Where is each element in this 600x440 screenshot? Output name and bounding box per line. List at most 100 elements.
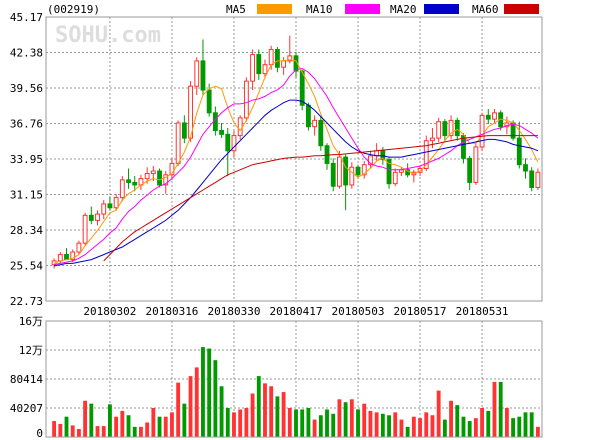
candle-body-up xyxy=(268,49,274,66)
candle xyxy=(243,77,249,122)
price-panel: 45.17 42.38 39.56 36.76 33.95 31.15 28.34 25.54… xyxy=(10,11,543,318)
stock-code-label: (002919) xyxy=(47,3,100,16)
price-tick-label: 22.73 xyxy=(10,295,43,308)
volume-bar xyxy=(318,415,323,437)
volume-bar xyxy=(294,409,298,437)
volume-bar xyxy=(244,408,249,437)
candle-body-up xyxy=(237,117,243,137)
volume-bar xyxy=(411,416,416,437)
candle xyxy=(336,150,342,189)
volume-bar xyxy=(58,423,63,437)
candle-body-up xyxy=(150,170,156,175)
volume-bar xyxy=(225,408,230,437)
candle-body-up xyxy=(70,251,76,261)
legend-label-ma60: MA60 xyxy=(472,3,499,16)
candle xyxy=(436,117,442,142)
candle xyxy=(113,193,119,211)
candle-body-down xyxy=(206,89,212,114)
candle-body-up xyxy=(243,80,249,119)
volume-bar xyxy=(418,418,422,437)
candle-body-down xyxy=(454,119,460,137)
volume-bar xyxy=(101,426,106,437)
candle-body-down xyxy=(126,179,131,183)
candle xyxy=(318,116,324,151)
volume-bar xyxy=(523,412,528,437)
candle-body-up xyxy=(163,174,169,186)
volume-bar xyxy=(120,410,125,437)
candle-body-down xyxy=(305,104,311,128)
candle-body-up xyxy=(281,60,287,68)
watermark-text: SOHU.com xyxy=(55,23,161,48)
volume-tick-label: 80414 xyxy=(10,373,43,386)
volume-bar xyxy=(312,419,317,437)
volume-bar xyxy=(405,426,410,437)
candle-body-up xyxy=(287,55,293,62)
candle xyxy=(361,160,367,179)
candle-body-up xyxy=(57,254,63,262)
candle xyxy=(479,112,485,151)
candle xyxy=(262,59,268,79)
volume-bar xyxy=(238,409,243,437)
volume-bar xyxy=(151,408,156,437)
volume-y-axis: 16万 12万 80414 40207 0 xyxy=(10,315,43,440)
volume-bar xyxy=(337,399,342,437)
volume-bar xyxy=(449,400,453,437)
candle xyxy=(392,168,398,187)
volume-bar xyxy=(492,381,497,437)
volume-bar xyxy=(52,421,57,437)
volume-bar xyxy=(287,408,292,437)
candle-body-down xyxy=(219,130,224,135)
ma-legend: MA5 MA10 MA20 MA60 xyxy=(226,3,539,16)
candle-body-up xyxy=(95,213,100,221)
candle-body-down xyxy=(107,203,113,209)
volume-bar xyxy=(380,413,385,437)
volume-bar xyxy=(163,416,168,437)
candle-body-up xyxy=(76,242,82,253)
legend-swatch-ma5 xyxy=(257,4,292,14)
volume-bar xyxy=(455,405,460,437)
candle-body-up xyxy=(392,171,398,185)
volume-bar xyxy=(300,409,305,437)
candle-body-down xyxy=(355,166,361,176)
candle-body-up xyxy=(368,155,373,166)
volume-bar xyxy=(176,382,181,437)
date-tick-label: 20180503 xyxy=(332,305,385,318)
legend-label-ma10: MA10 xyxy=(306,3,333,16)
candle xyxy=(95,210,100,226)
candle xyxy=(287,35,293,64)
candle xyxy=(256,49,262,80)
candle-body-up xyxy=(492,112,497,120)
candle-body-up xyxy=(250,54,256,82)
candle-body-down xyxy=(523,164,528,172)
ma-line-ma5 xyxy=(53,59,539,264)
legend-swatch-ma20 xyxy=(424,4,459,14)
volume-bar xyxy=(250,393,255,437)
ma-line-ma20 xyxy=(54,99,539,267)
candle xyxy=(250,49,256,91)
candle xyxy=(386,157,392,189)
volume-bar xyxy=(207,348,212,437)
volume-bar xyxy=(281,392,286,437)
volume-tick-label: 40207 xyxy=(10,402,43,415)
candle-body-down xyxy=(200,60,206,91)
candle xyxy=(157,168,162,188)
legend-label-ma5: MA5 xyxy=(226,3,246,16)
volume-bar xyxy=(387,415,391,437)
volume-bar xyxy=(473,418,478,437)
volume-bar xyxy=(275,396,280,437)
candle-body-down xyxy=(343,156,349,186)
candle xyxy=(312,115,318,136)
candle xyxy=(473,143,479,185)
date-tick-label: 20180302 xyxy=(83,305,136,318)
volume-bar xyxy=(232,412,236,437)
candle-body-down xyxy=(318,119,324,147)
candle-body-up xyxy=(430,137,435,142)
price-tick-label: 36.76 xyxy=(10,118,43,131)
candle xyxy=(355,164,361,179)
price-y-axis: 45.17 42.38 39.56 36.76 33.95 31.15 28.34 25.54… xyxy=(10,11,43,308)
volume-bar xyxy=(170,412,174,437)
candle-body-up xyxy=(119,179,125,199)
volume-bar xyxy=(393,412,398,437)
price-tick-label: 28.34 xyxy=(10,224,43,237)
